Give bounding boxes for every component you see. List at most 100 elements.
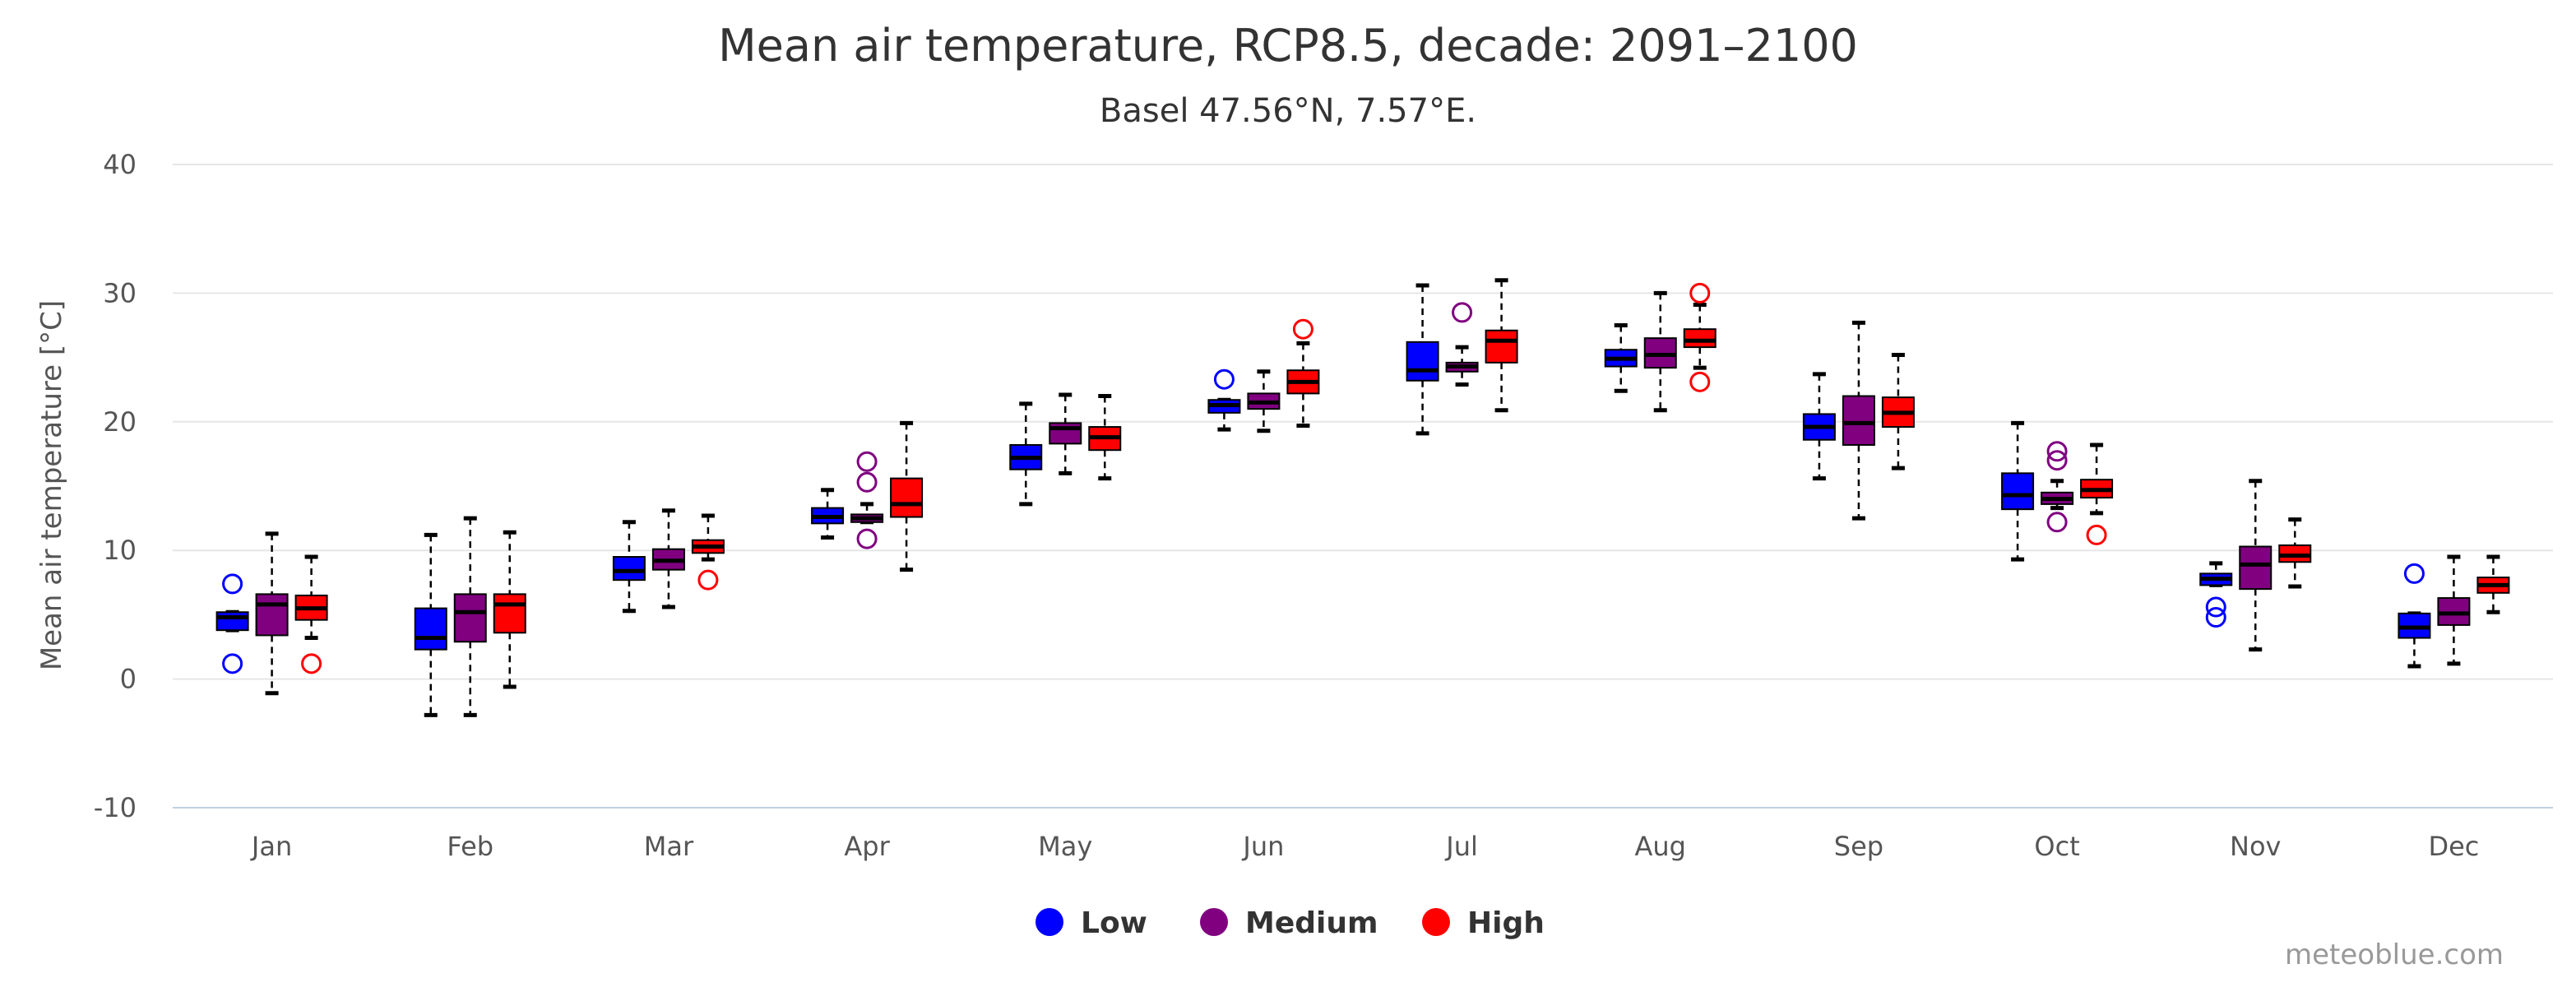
boxplot-high-jan[interactable] [294, 554, 328, 674]
legend-label: High [1467, 906, 1545, 940]
box-iqr[interactable] [1049, 422, 1082, 445]
box-iqr[interactable] [890, 477, 924, 518]
outlier-point[interactable] [856, 528, 878, 549]
outlier-point[interactable] [1689, 371, 1711, 392]
legend-marker [1422, 908, 1450, 936]
boxplot-high-sep[interactable] [1881, 352, 1915, 470]
boxplot-medium-aug[interactable] [1643, 290, 1677, 413]
boxplot-low-jun[interactable] [1207, 368, 1241, 432]
outlier-point[interactable] [1689, 282, 1711, 304]
outlier-point[interactable] [2046, 441, 2068, 462]
boxplot-high-may[interactable] [1088, 394, 1122, 481]
box-iqr[interactable] [1842, 395, 1875, 446]
x-tick-label: Nov [2230, 831, 2281, 862]
x-tick-label: Apr [844, 831, 890, 862]
y-tick-label: 30 [103, 277, 137, 308]
boxplot-high-oct[interactable] [2080, 443, 2114, 545]
boxplot-high-nov[interactable] [2278, 517, 2312, 589]
x-tick-label: Mar [644, 831, 694, 862]
outlier-point[interactable] [1213, 368, 1235, 390]
legend-item-medium[interactable]: Medium [1200, 906, 1378, 940]
box-iqr[interactable] [2001, 472, 2035, 511]
x-tick-label: Dec [2428, 831, 2479, 862]
boxplot-high-dec[interactable] [2476, 554, 2510, 614]
boxplot-medium-mar[interactable] [651, 508, 685, 609]
boxplot-medium-apr[interactable] [850, 451, 884, 549]
x-tick-label: Sep [1834, 831, 1883, 862]
y-axis-label: Mean air temperature [°C] [35, 300, 68, 670]
boxplot-low-jul[interactable] [1406, 283, 1439, 436]
outlier-point[interactable] [2046, 512, 2068, 533]
boxplot-high-mar[interactable] [691, 513, 725, 591]
legend-item-low[interactable]: Low [1035, 906, 1147, 940]
boxplot-high-apr[interactable] [890, 420, 924, 572]
outlier-point[interactable] [301, 653, 322, 674]
outlier-point[interactable] [222, 573, 243, 595]
boxplot-low-dec[interactable] [2398, 563, 2431, 669]
boxplot-high-feb[interactable] [493, 530, 526, 689]
x-tick-label: Oct [2034, 831, 2079, 862]
boxplot-medium-jan[interactable] [255, 531, 289, 696]
boxplot-high-jul[interactable] [1485, 278, 1518, 413]
credit-text[interactable]: meteoblue.com [2285, 938, 2504, 971]
boxplot-medium-feb[interactable] [453, 516, 487, 717]
outlier-point[interactable] [856, 451, 878, 472]
boxplot-medium-dec[interactable] [2437, 554, 2471, 666]
legend-item-high[interactable]: High [1422, 906, 1545, 940]
boxplot-low-apr[interactable] [811, 488, 845, 540]
chart-subtitle: Basel 47.56°N, 7.57°E. [1100, 92, 1476, 130]
y-tick-label: 40 [103, 149, 137, 180]
boxplot-medium-nov[interactable] [2239, 479, 2273, 652]
boxplot-low-sep[interactable] [1802, 372, 1836, 481]
boxplot-low-may[interactable] [1009, 401, 1043, 507]
series-low [215, 283, 2431, 717]
legend-label: Low [1081, 906, 1147, 940]
x-axis-ticks: Jan Feb Mar Apr May Jun Jul Aug Sep Oct Nov Dec [250, 831, 2479, 862]
boxplot-medium-may[interactable] [1049, 392, 1082, 475]
box-iqr[interactable] [1683, 328, 1717, 349]
outlier-point[interactable] [2046, 450, 2068, 471]
boxplot-medium-sep[interactable] [1842, 320, 1875, 521]
box-iqr[interactable] [453, 593, 487, 643]
box-iqr[interactable] [414, 607, 447, 651]
boxplot-high-aug[interactable] [1683, 282, 1717, 392]
plot-area [215, 278, 2510, 717]
box-iqr[interactable] [1406, 341, 1439, 382]
boxplot-medium-jun[interactable] [1247, 369, 1281, 433]
box-iqr[interactable] [255, 593, 289, 637]
y-tick-label: 0 [120, 664, 137, 695]
x-tick-label: Feb [447, 831, 493, 862]
boxplot-low-aug[interactable] [1604, 323, 1638, 393]
box-iqr[interactable] [215, 611, 249, 632]
chart-title: Mean air temperature, RCP8.5, decade: 20… [718, 20, 1858, 72]
outlier-point[interactable] [1292, 318, 1313, 340]
outlier-point[interactable] [1452, 302, 1473, 323]
outlier-point[interactable] [2403, 563, 2425, 584]
series-high [294, 278, 2510, 689]
x-tick-label: May [1038, 831, 1092, 862]
gridlines [173, 164, 2553, 809]
boxplot-low-nov[interactable] [2199, 561, 2233, 628]
boxplot-low-feb[interactable] [414, 532, 447, 717]
outlier-point[interactable] [2205, 607, 2226, 628]
x-tick-label: Jun [1241, 831, 1284, 862]
box-iqr[interactable] [612, 556, 646, 582]
boxplot-low-jan[interactable] [215, 573, 249, 674]
boxplot-low-mar[interactable] [612, 520, 646, 614]
y-axis-ticks: -10 0 10 20 30 40 [94, 149, 137, 823]
box-iqr[interactable] [493, 593, 526, 634]
outlier-point[interactable] [2086, 524, 2107, 545]
outlier-point[interactable] [856, 471, 878, 493]
outlier-point[interactable] [222, 653, 243, 674]
legend-marker [1035, 908, 1063, 936]
box-iqr[interactable] [2239, 545, 2273, 591]
outlier-point[interactable] [697, 569, 719, 591]
boxplot-medium-jul[interactable] [1445, 302, 1479, 387]
boxplot-low-oct[interactable] [2001, 420, 2035, 562]
boxplot-medium-oct[interactable] [2041, 441, 2074, 533]
outlier-point[interactable] [2205, 596, 2226, 618]
legend: Low Medium High [1035, 906, 1545, 940]
box-iqr[interactable] [1485, 329, 1518, 364]
boxplot-high-jun[interactable] [1286, 318, 1320, 428]
